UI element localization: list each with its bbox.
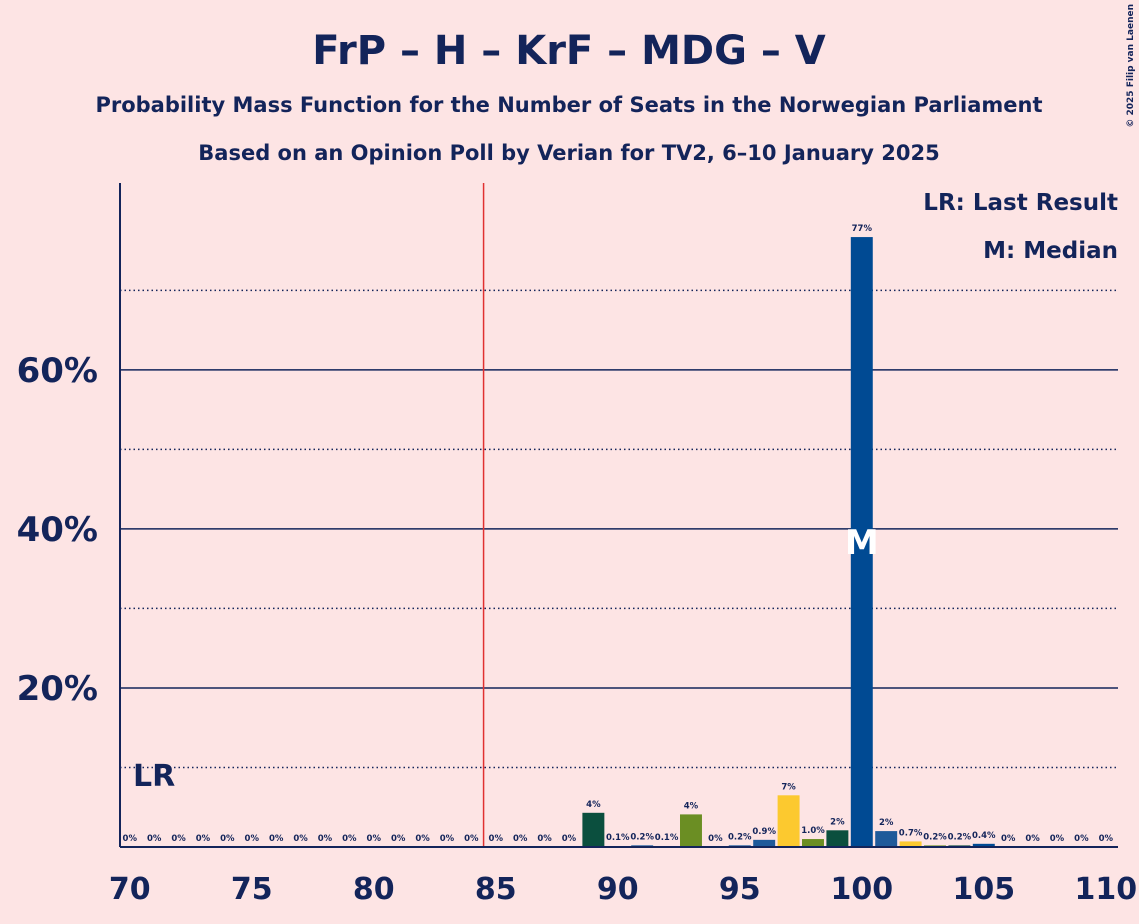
value-label: 0% [1099, 834, 1114, 844]
value-label: 0% [1074, 834, 1089, 844]
bar [850, 237, 873, 848]
value-label: 4% [586, 800, 601, 810]
x-tick-label: 110 [1074, 872, 1137, 907]
value-label: 0% [171, 834, 186, 844]
value-label: 0.1% [655, 833, 679, 843]
value-label: 0% [147, 834, 162, 844]
x-tick-label: 70 [109, 872, 151, 907]
x-tick-label: 85 [475, 872, 517, 907]
legend-entry: LR: Last Result [923, 190, 1118, 216]
bar [899, 841, 922, 847]
bar [802, 839, 824, 847]
value-label: 2% [879, 818, 894, 828]
value-label: 77% [852, 224, 873, 234]
value-label: 0% [342, 834, 357, 844]
value-label: 0% [391, 834, 406, 844]
copyright: © 2025 Filip van Laenen [1126, 4, 1136, 128]
x-tick-label: 80 [353, 872, 395, 907]
bar [972, 843, 995, 847]
value-label: 0% [245, 834, 260, 844]
x-tick-label: 95 [719, 872, 761, 907]
y-tick-label: 20% [17, 669, 98, 709]
value-label: 0% [1001, 834, 1016, 844]
value-label: 1.0% [801, 826, 825, 836]
value-label: 7% [781, 782, 796, 792]
bar [826, 830, 849, 847]
value-label: 0% [513, 834, 528, 844]
value-label: 0.2% [923, 832, 947, 842]
y-tick-label: 60% [17, 351, 98, 391]
legend-entry: M: Median [983, 238, 1118, 264]
value-label: 0.2% [728, 832, 752, 842]
chart-subtitle: Based on an Opinion Poll by Verian for T… [198, 141, 939, 165]
chart-subtitle: Probability Mass Function for the Number… [95, 93, 1042, 117]
value-label: 0% [708, 834, 723, 844]
value-label: 0% [440, 834, 455, 844]
x-tick-label: 75 [231, 872, 273, 907]
x-tick-label: 100 [830, 872, 893, 907]
value-label: 0% [1025, 834, 1040, 844]
bar [680, 814, 702, 847]
last-result-marker: LR [133, 759, 175, 794]
value-label: 0% [489, 834, 504, 844]
bar [582, 812, 605, 847]
value-label: 0% [562, 834, 577, 844]
chart-title: FrP – H – KrF – MDG – V [312, 28, 826, 74]
value-label: 0% [318, 834, 333, 844]
x-tick-label: 90 [597, 872, 639, 907]
value-label: 0% [269, 834, 284, 844]
value-label: 0.2% [630, 832, 654, 842]
bar [753, 839, 776, 847]
x-tick-label: 105 [952, 872, 1015, 907]
value-label: 0% [415, 834, 430, 844]
bar [875, 831, 898, 847]
value-label: 0% [464, 834, 479, 844]
value-label: 0% [1050, 834, 1065, 844]
value-label: 0.2% [948, 832, 972, 842]
value-label: 0% [220, 834, 235, 844]
value-label: 0.1% [606, 833, 630, 843]
value-label: 0.7% [899, 828, 923, 838]
y-tick-label: 40% [17, 510, 98, 550]
value-label: 0% [367, 834, 382, 844]
bar [777, 795, 800, 847]
value-label: 0.4% [972, 831, 996, 841]
value-label: 0% [123, 834, 138, 844]
value-label: 0% [293, 834, 308, 844]
value-label: 0.9% [752, 827, 776, 837]
value-label: 4% [684, 801, 699, 811]
value-label: 0% [196, 834, 211, 844]
value-label: 2% [830, 817, 845, 827]
value-label: 0% [537, 834, 552, 844]
median-marker: M [845, 523, 879, 563]
